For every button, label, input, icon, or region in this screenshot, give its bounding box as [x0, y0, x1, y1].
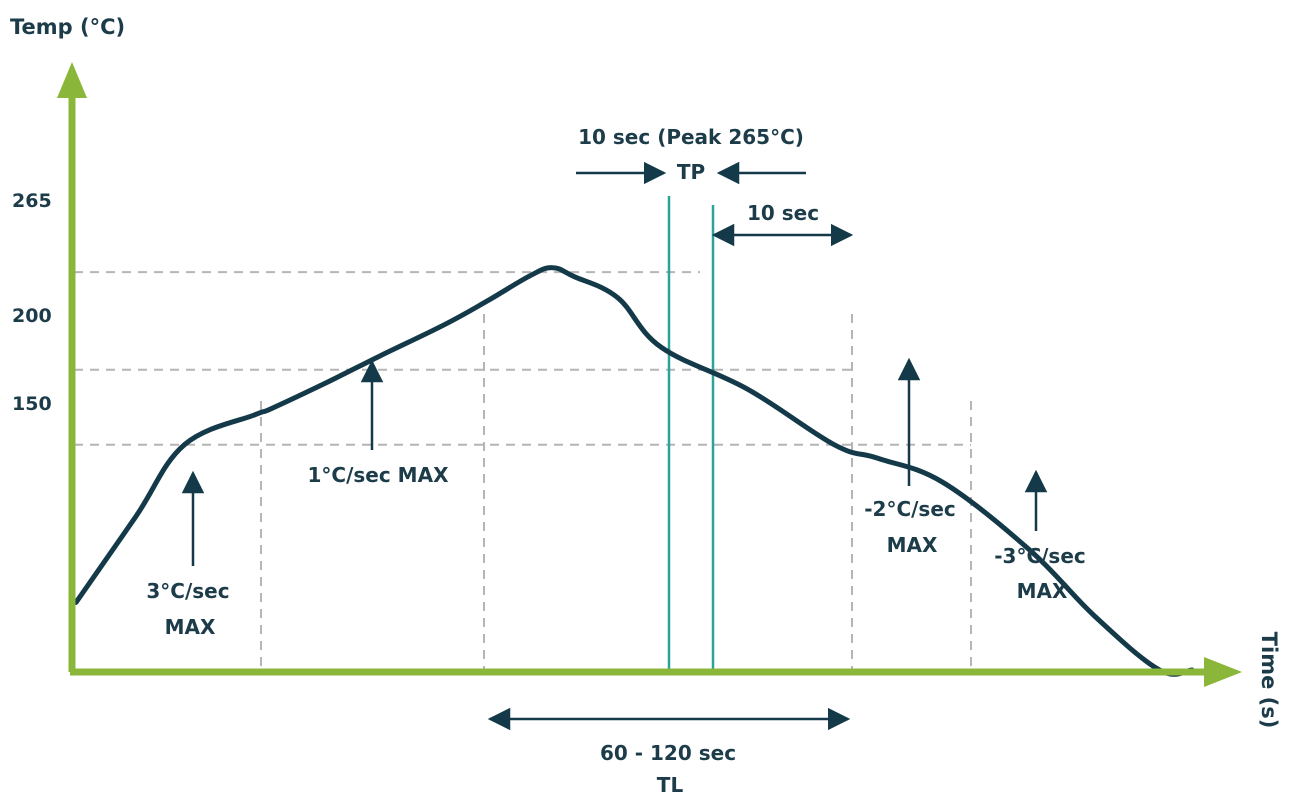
tl-label-line1: 60 - 120 sec: [600, 741, 736, 765]
ramp-label-line2: MAX: [165, 615, 216, 639]
ramp-label-line1: 3°C/sec: [146, 579, 229, 603]
soak-label: 1°C/sec MAX: [308, 463, 450, 487]
cool2-label-line2: MAX: [1017, 579, 1068, 603]
peak-annotation-line1: 10 sec (Peak 265°C): [578, 125, 804, 149]
peak-annotation-line2: TP: [677, 160, 705, 184]
y-axis-arrowhead: [57, 62, 87, 98]
cool1-label-line2: MAX: [887, 533, 938, 557]
horizontal-grid: [74, 271, 971, 446]
x-axis-arrowhead: [1204, 657, 1242, 687]
tl-label-line2: TL: [657, 773, 684, 797]
cool1-label-line1: -2°C/sec: [864, 497, 956, 521]
axes: [57, 62, 1242, 687]
temperature-profile-line: [73, 265, 1195, 677]
x-axis-title: Time (s): [1257, 632, 1281, 729]
y-tick-265: 265: [12, 190, 52, 212]
y-tick-200: 200: [12, 305, 52, 327]
after-peak-label: 10 sec: [747, 201, 819, 225]
vertical-grid: [260, 314, 972, 670]
y-tick-150: 150: [12, 393, 52, 415]
cool2-label-line1: -3°C/sec: [994, 544, 1086, 568]
y-axis-title: Temp (°C): [10, 15, 125, 39]
